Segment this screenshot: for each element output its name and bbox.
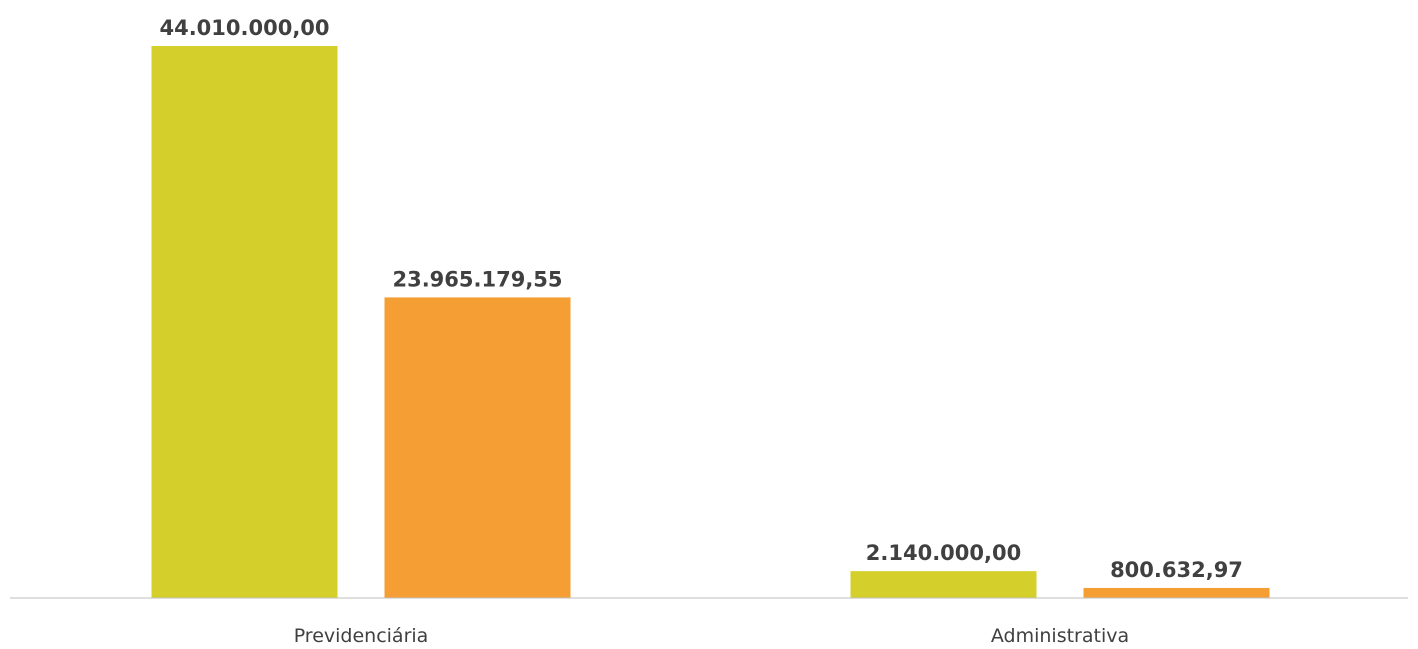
data-label-0-0: 44.010.000,00 bbox=[159, 16, 329, 40]
data-label-1-0: 2.140.000,00 bbox=[866, 541, 1021, 565]
bar-1-0 bbox=[850, 571, 1037, 598]
bar-1-1 bbox=[1083, 587, 1270, 598]
bar-0-0 bbox=[151, 46, 338, 598]
data-label-0-1: 23.965.179,55 bbox=[392, 267, 562, 291]
category-labels-layer: Previdenciária Administrativa bbox=[294, 625, 1129, 647]
bar-0-1 bbox=[384, 297, 571, 598]
category-label-1: Administrativa bbox=[991, 625, 1129, 647]
bars-layer bbox=[151, 46, 1270, 598]
category-label-0: Previdenciária bbox=[294, 625, 429, 647]
value-labels-layer: 44.010.000,00 23.965.179,55 2.140.000,00 80… bbox=[159, 16, 1242, 582]
data-label-1-1: 800.632,97 bbox=[1110, 558, 1243, 582]
